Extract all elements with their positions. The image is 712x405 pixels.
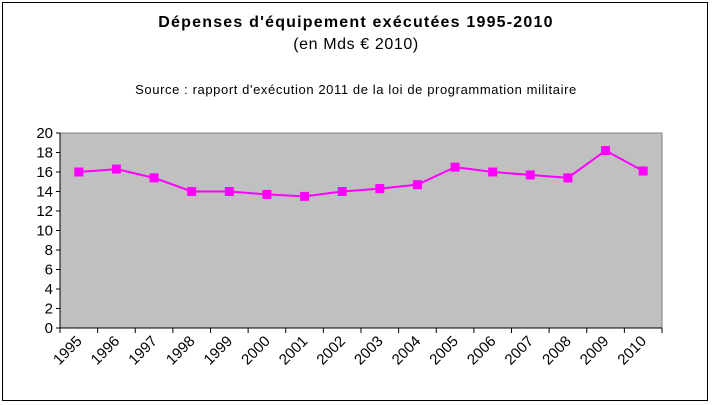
x-tick-label: 2000: [238, 333, 274, 369]
data-point: [262, 189, 272, 199]
x-tick-label: 2009: [577, 333, 613, 369]
y-tick-label: 18: [36, 145, 53, 162]
data-point: [488, 167, 498, 177]
data-point: [375, 184, 385, 194]
y-tick-label: 16: [36, 164, 53, 181]
data-point: [300, 191, 310, 201]
y-tick-label: 12: [36, 203, 53, 220]
data-point: [74, 167, 84, 177]
x-tick-label: 1997: [125, 333, 161, 369]
data-point: [149, 173, 159, 183]
x-tick-label: 1999: [201, 333, 237, 369]
y-tick-label: 4: [45, 281, 53, 298]
data-point: [187, 187, 197, 196]
x-tick-label: 2006: [464, 333, 500, 369]
x-tick-label: 2001: [276, 333, 312, 369]
data-point: [412, 180, 422, 190]
chart-title: Dépenses d'équipement exécutées 1995-201…: [158, 14, 554, 31]
y-tick-label: 14: [36, 184, 53, 201]
x-tick-label: 2010: [614, 333, 650, 369]
y-tick-label: 10: [36, 223, 53, 240]
x-tick-label: 2007: [502, 333, 538, 369]
x-tick-label: 2005: [426, 333, 462, 369]
y-tick-label: 2: [45, 301, 53, 318]
data-point: [111, 164, 121, 174]
y-tick-label: 8: [45, 242, 53, 259]
plot-area: [59, 132, 663, 329]
data-point: [638, 166, 648, 176]
data-point: [224, 187, 234, 196]
x-tick-label: 1996: [88, 333, 124, 369]
x-tick-label: 1995: [50, 333, 86, 369]
y-tick-label: 6: [45, 262, 53, 279]
chart-subtitle: (en Mds € 2010): [293, 36, 419, 53]
data-point: [525, 170, 535, 180]
data-point: [563, 173, 573, 183]
y-tick-label: 0: [45, 320, 53, 337]
x-tick-label: 2008: [539, 333, 575, 369]
data-point: [601, 146, 611, 156]
series-line: [78, 149, 644, 198]
data-point: [450, 162, 460, 172]
x-tick-label: 2003: [351, 333, 387, 369]
x-tick-label: 1998: [163, 333, 199, 369]
chart-source-note: Source : rapport d'exécution 2011 de la …: [135, 82, 577, 97]
x-tick-label: 2004: [389, 333, 425, 369]
x-tick-label: 2002: [313, 333, 349, 369]
y-tick-label: 20: [36, 125, 53, 142]
data-point: [337, 187, 347, 196]
